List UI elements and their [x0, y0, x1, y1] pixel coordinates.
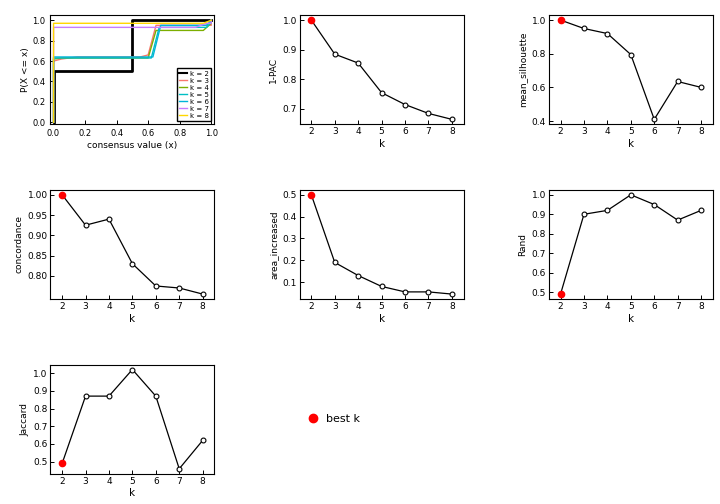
Y-axis label: area_increased: area_increased — [269, 210, 279, 279]
Y-axis label: mean_silhouette: mean_silhouette — [518, 32, 528, 107]
Y-axis label: Jaccard: Jaccard — [20, 403, 29, 435]
Legend: k = 2, k = 3, k = 4, k = 5, k = 6, k = 7, k = 8: k = 2, k = 3, k = 4, k = 5, k = 6, k = 7… — [176, 69, 211, 121]
X-axis label: consensus value (x): consensus value (x) — [87, 141, 178, 150]
Legend: best k: best k — [305, 411, 364, 427]
Y-axis label: Rand: Rand — [518, 233, 528, 256]
X-axis label: k: k — [130, 488, 135, 498]
Y-axis label: P(X <= x): P(X <= x) — [20, 47, 30, 92]
Y-axis label: 1-PAC: 1-PAC — [269, 57, 279, 83]
Y-axis label: concordance: concordance — [14, 215, 23, 274]
X-axis label: k: k — [379, 139, 384, 149]
X-axis label: k: k — [379, 313, 384, 324]
X-axis label: k: k — [628, 313, 634, 324]
X-axis label: k: k — [628, 139, 634, 149]
X-axis label: k: k — [130, 313, 135, 324]
